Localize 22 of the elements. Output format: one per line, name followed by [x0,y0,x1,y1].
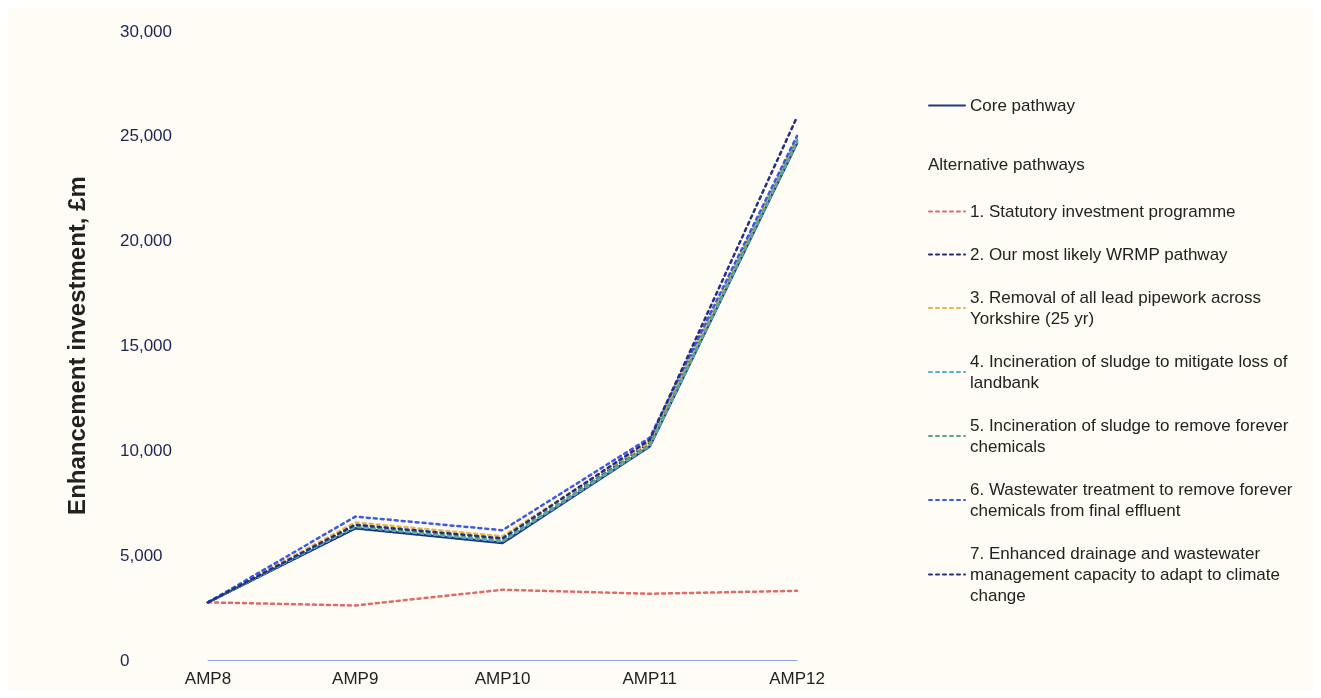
y-axis-title: Enhancement investment, £m [62,176,90,515]
y-tick-label: 30,000 [120,21,172,41]
y-tick-label: 0 [120,650,130,670]
x-tick-label: AMP9 [332,669,379,688]
legend-label: 7. Enhanced drainage and wastewater management capacity to adapt to climate change [970,544,1285,605]
y-tick-label: 10,000 [120,440,172,460]
x-tick-label: AMP8 [184,669,232,688]
y-tick-label: 5,000 [120,545,163,565]
legend-label: 3. Removal of all lead pipework across Yorkshire (25 yr) [970,288,1266,328]
legend-label: 2. Our most likely WRMP pathway [970,245,1229,264]
legend-label: 6. Wastewater treatment to remove forever chemicals from final effluent [970,480,1298,520]
legend-label: 4. Incineration of sludge to mitigate loss of landbank [970,352,1293,392]
legend-label: 5. Incineration of sludge to remove forever chemicals [970,416,1294,456]
x-tick-label: AMP12 [769,669,825,688]
y-tick-label: 20,000 [120,231,172,251]
legend-label: Core pathway [970,96,1076,115]
y-tick-label: 25,000 [120,126,172,146]
x-tick-label: AMP11 [622,669,677,688]
legend-title: Alternative pathways [928,155,1085,174]
y-tick-label: 15,000 [120,336,172,355]
legend-label: 1. Statutory investment programme [970,202,1236,221]
x-tick-label: AMP10 [474,669,531,688]
